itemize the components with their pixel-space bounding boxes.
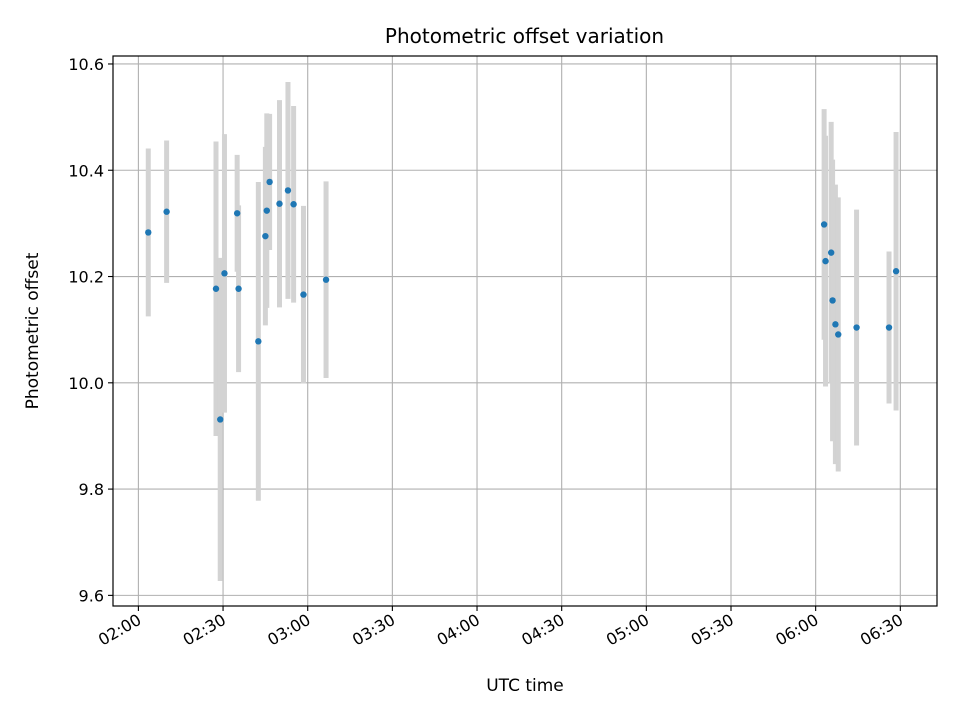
y-tick-label: 9.6 — [79, 586, 104, 605]
data-point — [829, 297, 836, 304]
x-tick-label: 06:00 — [772, 610, 821, 650]
data-point — [255, 338, 262, 345]
y-tick-label: 10.6 — [68, 55, 104, 74]
data-point — [290, 201, 297, 208]
data-point — [284, 187, 292, 194]
y-tick-label: 10.0 — [68, 374, 104, 393]
x-tick-label: 05:00 — [603, 610, 652, 650]
data-point — [853, 324, 860, 331]
data-point — [892, 268, 900, 275]
x-tick-label: 04:00 — [434, 610, 483, 650]
plot-frame — [112, 55, 938, 607]
x-tick-label: 03:30 — [349, 610, 398, 650]
x-tick-label: 06:30 — [857, 610, 906, 650]
data-point — [233, 210, 241, 217]
data-point — [276, 200, 283, 207]
data-point — [827, 249, 835, 256]
data-point — [163, 208, 170, 215]
y-tick-label: 9.8 — [79, 480, 104, 499]
x-tick-label: 02:30 — [180, 610, 229, 650]
grid — [113, 56, 937, 606]
chart-title: Photometric offset variation — [385, 24, 664, 48]
y-axis-ticks: 9.6 9.8 10.0 10.2 10.4 10.6 — [68, 55, 113, 605]
data-point — [263, 207, 270, 214]
y-axis-label: Photometric offset — [23, 252, 43, 409]
y-tick-label: 10.4 — [68, 161, 104, 180]
data-point — [266, 178, 273, 186]
data-point — [235, 285, 242, 292]
data-point — [300, 291, 307, 298]
x-tick-label: 03:00 — [264, 610, 313, 650]
data-point — [212, 285, 220, 292]
x-axis-label: UTC time — [486, 676, 564, 696]
data-point — [217, 416, 224, 423]
data-point — [832, 321, 839, 328]
data-points — [145, 178, 900, 423]
x-tick-label: 04:30 — [518, 610, 567, 650]
errorbars — [145, 82, 899, 582]
data-point — [322, 276, 330, 283]
data-point — [835, 331, 842, 338]
data-point — [221, 270, 228, 277]
data-point — [145, 229, 152, 236]
y-tick-label: 10.2 — [68, 268, 104, 287]
x-tick-label: 02:00 — [95, 610, 144, 650]
data-point — [885, 324, 893, 331]
x-tick-label: 05:30 — [688, 610, 737, 650]
data-point — [262, 232, 269, 240]
data-point — [822, 257, 829, 265]
x-axis-ticks: 02:00 02:30 03:00 03:30 04:00 04:30 05:00 05:30… — [95, 606, 906, 650]
data-point — [820, 221, 828, 228]
